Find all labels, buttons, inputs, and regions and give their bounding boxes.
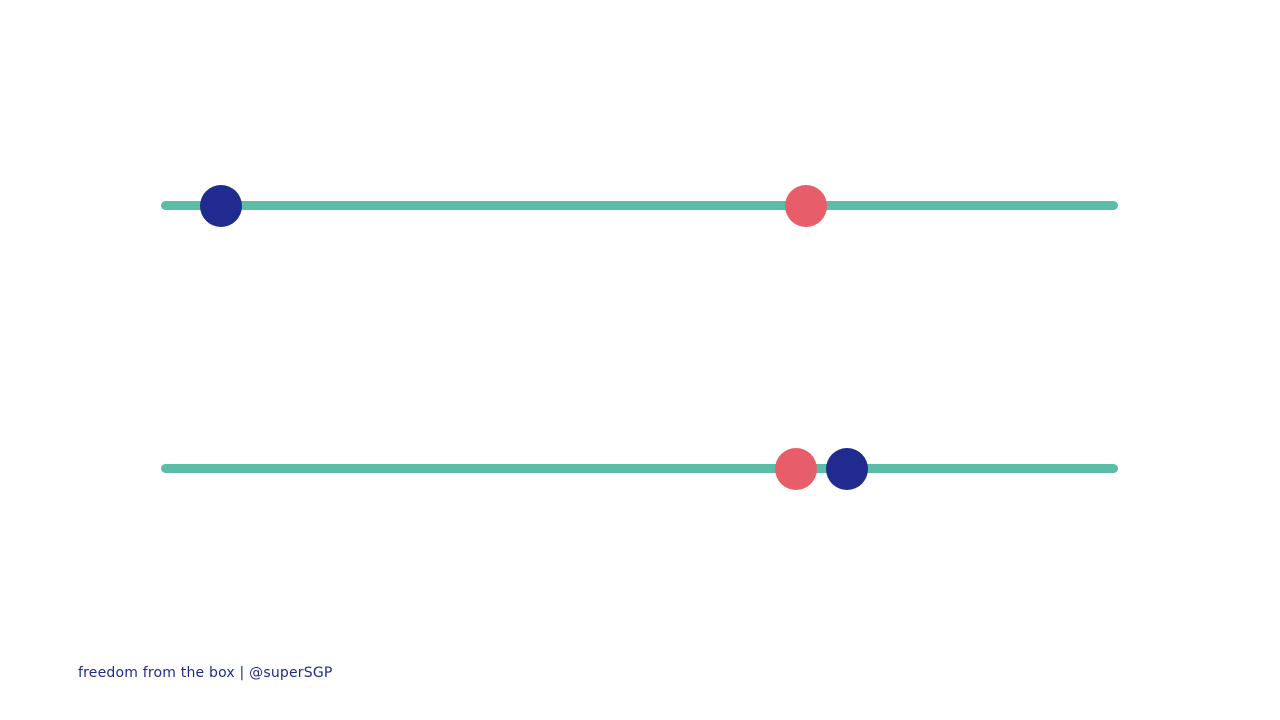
bottom-slider-track[interactable] [161, 464, 1118, 473]
footer-credit: freedom from the box | @superSGP [78, 665, 333, 681]
top-slider-track[interactable] [161, 201, 1118, 210]
bottom-slider-blue-handle[interactable] [826, 447, 869, 490]
bottom-slider-coral-handle[interactable] [775, 447, 818, 490]
top-slider-coral-handle[interactable] [785, 184, 828, 227]
top-slider-blue-handle[interactable] [200, 184, 243, 227]
